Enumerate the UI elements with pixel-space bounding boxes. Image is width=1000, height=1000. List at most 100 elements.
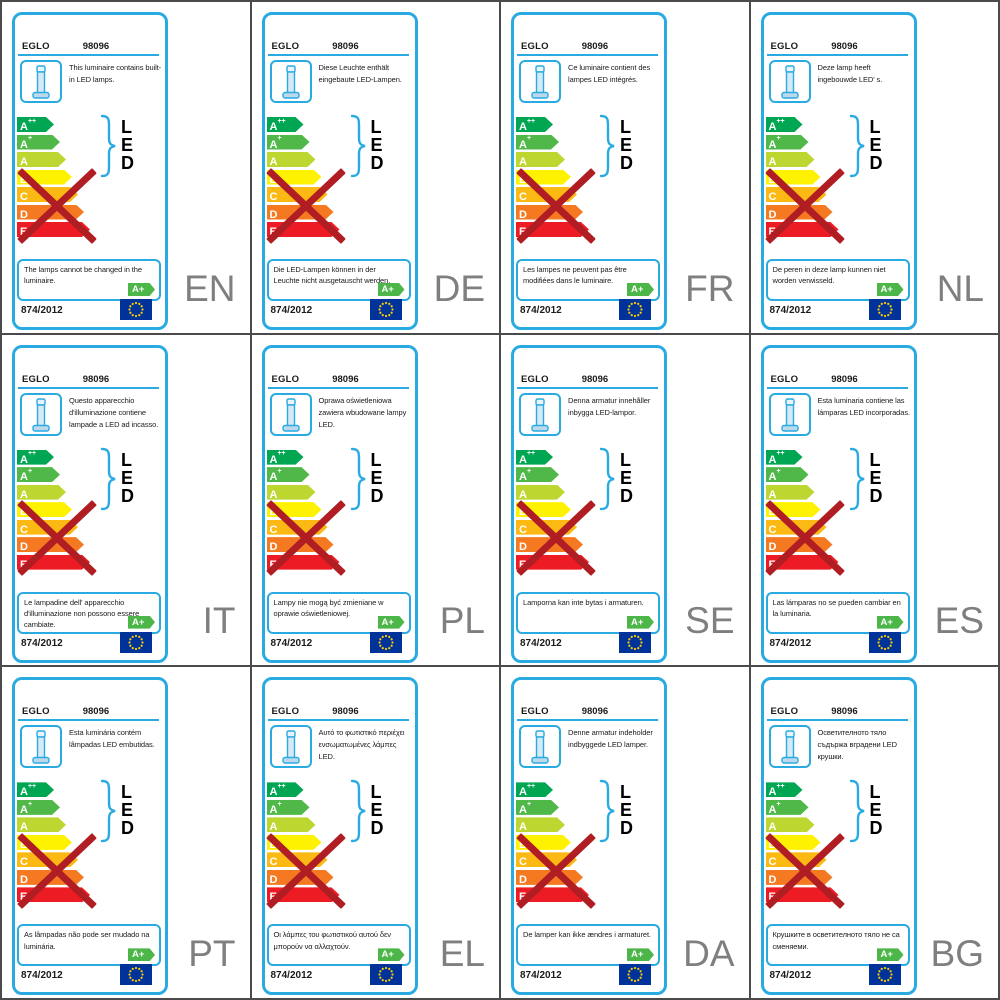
note-box: Lampy nie mogą być zmieniane w oprawie o… <box>266 591 411 634</box>
energy-label: EGLO 98096 Denna armatur innehåller inby… <box>511 344 667 663</box>
label-cell: EGLO 98096 Denna armatur innehåller inby… <box>501 334 749 666</box>
brace-icon <box>849 780 864 843</box>
luminaire-description: Oprawa oświetleniowa zawiera wbudowane l… <box>318 395 407 429</box>
energy-label: EGLO 98096 Questo apparecchio d'illumina… <box>12 344 168 663</box>
regulation-number: 874/2012 <box>270 637 313 649</box>
energy-class-arrow-e: E <box>267 222 340 237</box>
energy-class-arrow-c: C <box>267 852 328 867</box>
led-annotation: L E D <box>99 447 134 511</box>
energy-scale: A++ A+ A B C D E L E D <box>765 114 912 245</box>
header-divider <box>18 386 159 389</box>
led-text: L E D <box>869 449 883 506</box>
energy-class-arrow-d: D <box>516 537 583 552</box>
brand-name: EGLO <box>22 706 50 718</box>
eu-flag-icon <box>369 631 402 653</box>
energy-label: EGLO 98096 Oprawa oświetleniowa zawiera … <box>261 344 418 663</box>
language-code: DA <box>683 932 735 974</box>
bollard-lamp-icon <box>32 65 50 99</box>
bollard-lamp-icon <box>281 65 300 99</box>
a-plus-badge: A+ <box>128 615 155 629</box>
note-box: As lâmpadas não pode ser mudado na lumin… <box>17 924 161 967</box>
energy-class-arrow-a-plus-plus: A++ <box>516 782 553 797</box>
energy-class-arrow-a: A <box>766 817 815 832</box>
language-code: PL <box>439 600 485 642</box>
language-code: PT <box>188 932 236 974</box>
led-annotation: L E D <box>848 779 883 843</box>
a-plus-badge: A+ <box>876 283 904 296</box>
brand-name: EGLO <box>521 373 549 385</box>
label-header: EGLO 98096 <box>272 374 409 385</box>
energy-scale: A++ A+ A B C D E L E D <box>266 779 413 910</box>
label-header: EGLO 98096 <box>272 706 409 717</box>
energy-class-arrow-a: A <box>516 817 565 832</box>
label-header: EGLO 98096 <box>771 706 908 717</box>
led-annotation: L E D <box>598 779 633 843</box>
energy-scale: A++ A+ A B C D E L E D <box>515 779 662 910</box>
luminaire-description: Осветителното тяло съдържа вградени LED … <box>817 728 898 762</box>
energy-class-arrow-a-plus: A+ <box>267 467 310 482</box>
brace-icon <box>350 447 365 510</box>
brace-icon <box>100 114 116 178</box>
energy-class-arrow-e: E <box>516 555 589 570</box>
note-text: Die LED-Lampen können in der Leuchte nic… <box>273 265 391 286</box>
language-code: SE <box>685 600 735 642</box>
energy-class-arrow-a-plus-plus: A++ <box>267 782 304 797</box>
luminaire-icon <box>519 725 561 769</box>
a-plus-badge: A+ <box>627 615 654 629</box>
energy-class-arrow-a-plus-plus: A++ <box>267 117 304 132</box>
regulation-number: 874/2012 <box>21 970 63 982</box>
led-text: L E D <box>869 117 883 173</box>
luminaire-description: Diese Leuchte enthält eingebaute LED-Lam… <box>318 63 402 84</box>
energy-class-arrow-b: B <box>766 170 821 185</box>
language-code: ES <box>934 600 984 642</box>
language-code: NL <box>936 267 984 309</box>
energy-label: EGLO 98096 This luminaire contains built… <box>12 12 168 330</box>
energy-class-arrow-a-plus: A+ <box>17 135 60 150</box>
led-text: L E D <box>620 449 633 506</box>
energy-class-arrow-d: D <box>17 537 84 552</box>
label-cell: EGLO 98096 Esta luminaria contiene las l… <box>750 334 998 666</box>
model-number: 98096 <box>82 41 110 52</box>
energy-class-arrow-b: B <box>17 835 72 850</box>
luminaire-icon <box>768 60 811 103</box>
model-number: 98096 <box>831 41 858 52</box>
note-text: De lamper kan ikke ændres i armaturet. <box>523 930 651 940</box>
label-header: EGLO 98096 <box>22 41 159 52</box>
luminaire-icon <box>269 725 312 769</box>
led-annotation: L E D <box>349 779 384 843</box>
model-number: 98096 <box>82 706 110 718</box>
brace-icon <box>849 114 864 178</box>
energy-class-arrow-e: E <box>267 887 340 902</box>
note-box: Lamporna kan inte bytas i armaturen. A+ <box>516 591 660 634</box>
luminaire-icon <box>519 392 561 436</box>
energy-class-arrow-c: C <box>516 187 577 202</box>
energy-class-arrow-a-plus-plus: A++ <box>516 450 553 465</box>
energy-class-arrow-c: C <box>766 520 827 535</box>
energy-class-arrow-c: C <box>516 852 577 867</box>
luminaire-description: Αυτό το φωτιστικό περιέχει ενσωματωμένες… <box>318 728 405 762</box>
note-box: Крушките в осветителното тяло не са смен… <box>765 924 910 967</box>
regulation-number: 874/2012 <box>520 970 562 982</box>
label-cell: EGLO 98096 Ce luminaire contient des lam… <box>501 2 749 333</box>
a-plus-badge: A+ <box>377 948 405 962</box>
energy-class-arrow-b: B <box>17 502 72 517</box>
energy-label: EGLO 98096 Ce luminaire contient des lam… <box>511 12 667 330</box>
luminaire-description: Ce luminaire contient des lampes LED int… <box>568 63 651 84</box>
energy-class-arrow-a-plus-plus: A++ <box>516 117 553 132</box>
energy-scale: A++ A+ A B C D E L E D <box>765 447 912 578</box>
energy-class-arrow-b: B <box>516 502 571 517</box>
regulation-number: 874/2012 <box>21 305 63 316</box>
note-box: De peren in deze lamp kunnen niet worden… <box>765 259 910 301</box>
label-cell: EGLO 98096 Questo apparecchio d'illumina… <box>2 334 250 666</box>
regulation-number: 874/2012 <box>21 637 63 649</box>
energy-class-arrow-a: A <box>766 485 815 500</box>
brace-icon <box>350 114 365 178</box>
brace-icon <box>100 780 116 843</box>
eu-flag-icon <box>868 299 901 320</box>
header-divider <box>267 386 409 389</box>
note-box: Οι λάμπες του φωτιστικού αυτού δεν μπορο… <box>266 924 411 967</box>
label-cell: EGLO 98096 Deze lamp heeft ingebouwde LE… <box>750 2 998 333</box>
a-plus-badge: A+ <box>128 283 155 296</box>
energy-class-arrow-e: E <box>516 887 589 902</box>
energy-class-arrow-a-plus-plus: A++ <box>766 450 803 465</box>
